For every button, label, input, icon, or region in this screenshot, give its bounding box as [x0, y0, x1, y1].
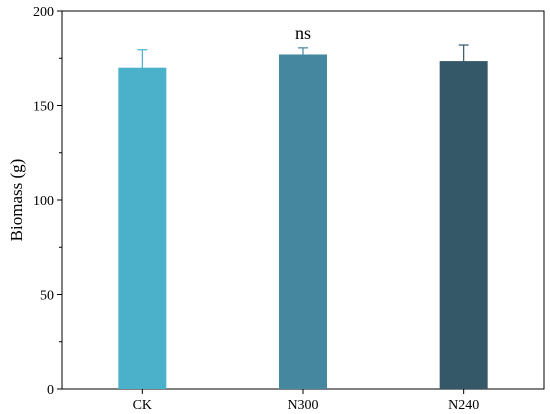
y-axis-title: Biomass (g) — [7, 159, 26, 242]
error-bar-ck — [137, 49, 148, 87]
y-tick-label: 0 — [47, 383, 54, 398]
x-tick-label: CK — [133, 398, 152, 413]
bar-ck — [118, 67, 167, 389]
annotations: ns — [295, 23, 311, 43]
y-tick-label: 150 — [33, 100, 54, 115]
error-bar-n300 — [298, 47, 308, 62]
x-axis: CK N300 N240 — [133, 389, 479, 413]
error-bars — [137, 44, 469, 87]
y-tick-label: 200 — [33, 5, 54, 20]
error-bar-n240 — [458, 44, 469, 78]
y-tick-label: 100 — [33, 194, 54, 209]
x-tick-label: N240 — [448, 398, 479, 413]
significance-label: ns — [295, 23, 311, 43]
bar-n300 — [279, 54, 327, 389]
x-tick-label: N300 — [287, 398, 318, 413]
y-tick-label: 50 — [40, 289, 54, 304]
bars — [118, 54, 488, 390]
y-axis: 0 50 100 150 200 — [33, 5, 62, 398]
bar-n240 — [439, 61, 488, 390]
